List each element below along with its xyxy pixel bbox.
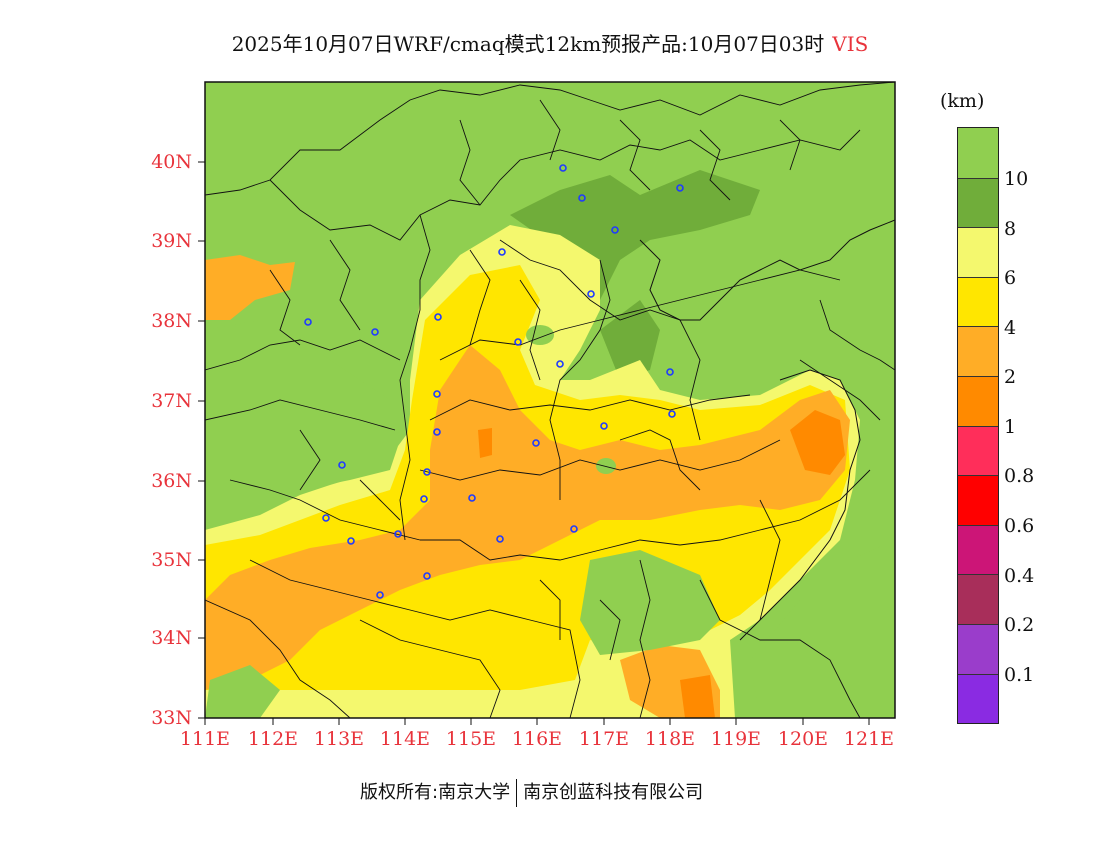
lon-label-119: 119E [710,728,762,750]
vis-hole-center [526,325,554,345]
lon-label-114: 114E [379,728,431,750]
lon-label-113: 113E [313,728,365,750]
variable-label: VIS [832,32,869,56]
lat-label-37: 37N [151,390,192,412]
vis-region-2-west [205,255,295,320]
color-bar [957,127,999,725]
lon-label-111: 111E [179,728,231,750]
lon-label-118: 118E [644,728,696,750]
color-bar-cell [958,177,998,228]
title-text: 2025年10月07日WRF/cmaq模式12km预报产品:10月07日03时 [231,32,825,56]
copyright-owner: 版权所有:南京大学 [360,782,511,803]
map-frame [204,81,896,719]
legend-label-4: 4 [1004,317,1017,339]
lon-ticks [204,718,870,725]
lat-label-36: 36N [151,470,192,492]
legend-label-10: 10 [1004,168,1029,190]
legend-unit: (km) [940,90,985,112]
lat-ticks [198,161,205,719]
vis-region-2 [205,345,850,690]
color-bar-cell [958,574,998,624]
legend-label-0-2: 0.2 [1004,614,1035,636]
vis-region-8-east [600,300,660,380]
map-title: 2025年10月07日WRF/cmaq模式12km预报产品:10月07日03时 V… [0,28,1100,57]
lat-label-39: 39N [151,230,192,252]
legend-label-0-8: 0.8 [1004,465,1035,487]
color-bar-cell [958,227,998,277]
lon-label-115: 115E [445,728,497,750]
legend-label-8: 8 [1004,218,1017,240]
vis-region-1-c [680,675,715,718]
copyright: 版权所有:南京大学 南京创蓝科技有限公司 [360,778,703,807]
vis-hole-southeast [580,550,720,655]
lon-label-120: 120E [777,728,829,750]
legend-label-0-1: 0.1 [1004,664,1035,686]
color-bar-cell [958,475,998,525]
color-bar-cell [958,326,998,376]
legend-label-2: 2 [1004,366,1017,388]
vis-hole-west [205,320,400,510]
vis-hole-east [750,540,895,718]
legend-label-0-6: 0.6 [1004,515,1035,537]
visibility-field [205,82,895,718]
lat-label-35: 35N [151,549,192,571]
lat-label-34: 34N [151,627,192,649]
color-bar-cell [958,623,998,674]
lon-label-116: 116E [511,728,563,750]
legend-label-1: 1 [1004,416,1017,438]
lon-label-121: 121E [843,728,895,750]
lat-label-33: 33N [151,707,192,729]
vis-hole-southwest [205,665,280,718]
lat-label-40: 40N [151,151,192,173]
color-bar-cell [958,425,998,476]
color-bar-cell [958,128,998,178]
lat-label-38: 38N [151,310,192,332]
vis-region-1-b [478,428,492,458]
admin-boundaries [205,82,895,718]
color-bar-cell [958,673,998,724]
color-bar-cell [958,524,998,575]
lon-label-117: 117E [578,728,630,750]
lon-label-112: 112E [247,728,299,750]
vis-region-1 [790,410,845,475]
color-bar-cell [958,375,998,426]
color-bar-cell [958,276,998,327]
vis-hole-small [596,458,616,474]
coastline-south [739,369,861,641]
copyright-company: 南京创蓝科技有限公司 [523,782,704,803]
copyright-separator [516,779,518,807]
legend-label-6: 6 [1004,267,1017,289]
legend-label-0-4: 0.4 [1004,565,1035,587]
city-markers [304,164,684,599]
coastline [639,219,895,321]
